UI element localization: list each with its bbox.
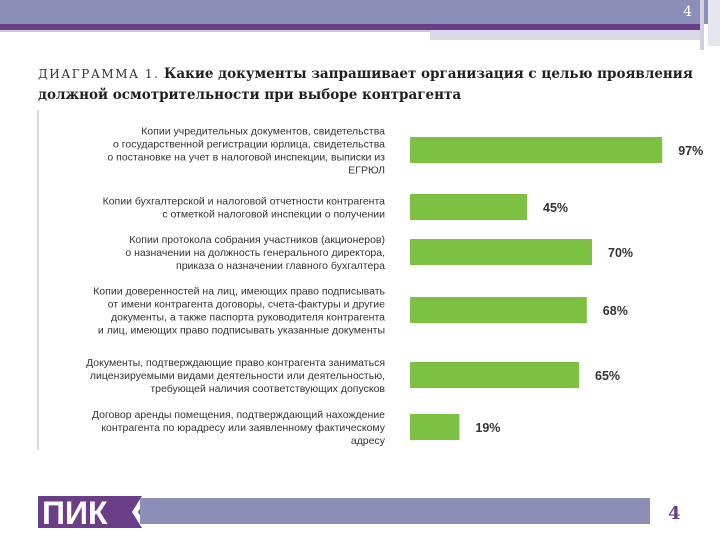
chart-title-line-1: ДИАГРАММА 1. Какие документы запрашивает… bbox=[38, 66, 693, 82]
bar bbox=[410, 194, 527, 220]
header-underline bbox=[0, 30, 430, 32]
bar bbox=[410, 239, 592, 265]
bar bbox=[410, 414, 460, 440]
right-rail bbox=[700, 0, 704, 50]
header-light-band bbox=[430, 30, 700, 40]
value-label: 65% bbox=[595, 369, 620, 383]
header-bar bbox=[0, 0, 720, 24]
footer-bar bbox=[140, 498, 650, 524]
category-label: Копии доверенностей на лиц, имеющих прав… bbox=[93, 286, 385, 337]
category-label: Копии протокола собрания участников (акц… bbox=[125, 234, 385, 272]
category-label: Документы, подтверждающие право контраге… bbox=[86, 357, 385, 395]
chart-title-prefix: ДИАГРАММА 1. bbox=[38, 67, 160, 81]
bar bbox=[410, 137, 663, 163]
category-label: Договор аренды помещения, подтверждающий… bbox=[92, 409, 386, 447]
logo-text: ПИК bbox=[42, 496, 108, 528]
chart-left-border bbox=[37, 110, 39, 450]
chart-title-text: Какие документы запрашивает организация … bbox=[164, 66, 693, 82]
value-label: 97% bbox=[678, 144, 703, 158]
value-label: 68% bbox=[603, 304, 628, 318]
page-number-top: 4 bbox=[683, 4, 692, 20]
category-label: Копии учредительных документов, свидетел… bbox=[107, 126, 385, 177]
value-label: 19% bbox=[475, 421, 500, 435]
chart-title-line-2: должной осмотрительности при выборе конт… bbox=[38, 87, 462, 103]
pik-logo: ПИК bbox=[38, 495, 148, 531]
header-accent-stripe bbox=[0, 24, 700, 30]
bar bbox=[410, 362, 579, 388]
value-label: 70% bbox=[608, 246, 633, 260]
right-rail-light bbox=[708, 0, 720, 46]
value-label: 45% bbox=[543, 201, 568, 215]
category-label: Копии бухгалтерской и налоговой отчетнос… bbox=[103, 196, 386, 221]
page-number-bottom: 4 bbox=[668, 503, 681, 524]
bar bbox=[410, 297, 587, 323]
